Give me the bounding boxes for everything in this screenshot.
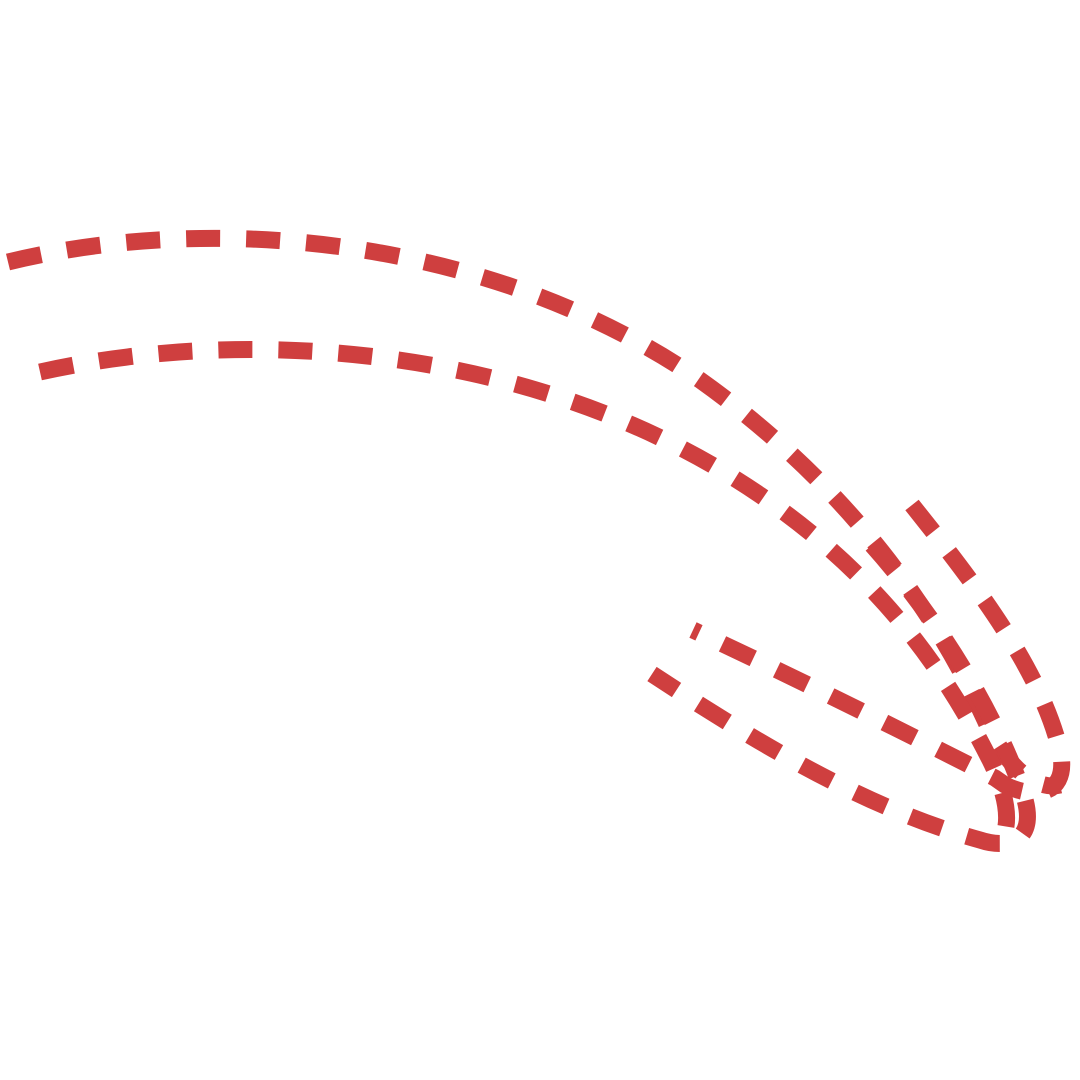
inner-hook: [647, 539, 1036, 852]
outer-hook: [689, 499, 1071, 801]
outer-curve: [5, 229, 1063, 795]
inner-curve: [38, 341, 1016, 847]
